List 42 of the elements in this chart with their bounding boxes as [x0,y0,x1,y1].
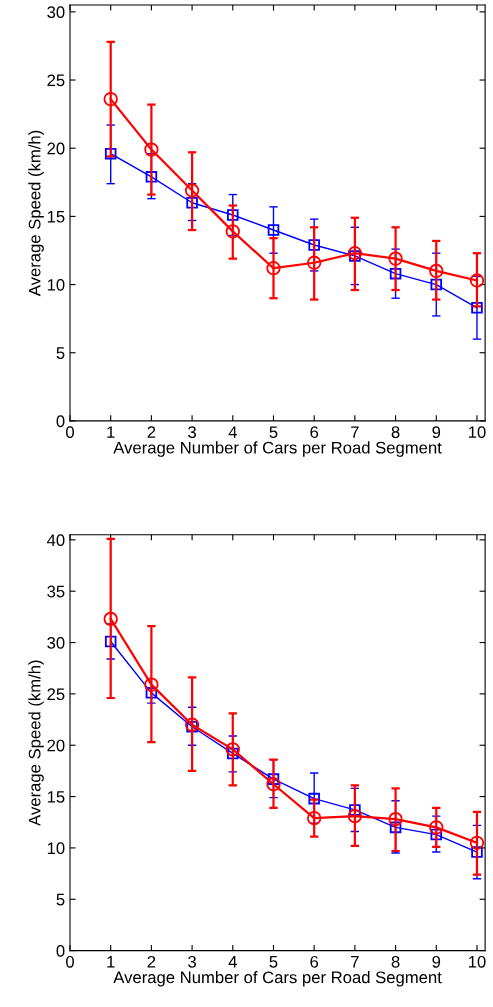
x-tick-label: 5 [269,426,278,439]
x-tick-label: 3 [188,955,196,968]
y-tick-label: 10 [47,278,65,291]
y-tick-label: 30 [47,636,65,649]
x-tick-label: 2 [147,426,156,438]
y-tick-label: 0 [56,945,65,957]
y-tick-label: 5 [56,347,65,359]
y-tick-label: 0 [56,415,65,428]
y-tick-label: 5 [56,893,65,906]
y-tick-label: 25 [47,74,65,87]
x-tick-label: 2 [147,955,156,968]
y-tick-label: 20 [47,142,65,155]
x-axis-title: Average Number of Cars per Road Segment [113,441,442,457]
x-tick-label: 4 [228,956,237,968]
y-axis-title: Average Speed (km/h) [28,130,44,297]
x-tick-label: 8 [391,955,400,968]
x-tick-label: 1 [107,426,115,438]
y-tick-label: 20 [47,739,65,752]
x-tick-label: 6 [310,955,319,968]
y-tick-label: 40 [46,534,65,547]
y-tick-label: 15 [47,791,65,803]
y-tick-label: 15 [47,210,65,223]
x-tick-label: 3 [188,426,196,439]
x-tick-label: 4 [228,426,237,438]
y-tick-label: 10 [47,842,65,855]
x-tick-label: 5 [269,956,278,968]
x-tick-label: 0 [66,955,74,968]
y-tick-label: 35 [47,585,65,598]
x-tick-label: 6 [310,426,319,439]
y-tick-label: 30 [47,6,65,19]
x-tick-label: 0 [66,426,74,439]
x-tick-label: 9 [432,955,441,968]
x-tick-label: 1 [107,956,115,968]
x-tick-label: 7 [351,426,359,438]
x-tick-label: 7 [351,956,359,968]
y-tick-label: 25 [47,688,65,701]
x-tick-label: 9 [432,426,441,439]
x-axis-title: Average Number of Cars per Road Segment [113,971,442,987]
x-tick-label: 10 [468,426,486,439]
y-axis-title: Average Speed (km/h) [28,660,44,826]
x-tick-label: 8 [391,426,400,439]
x-tick-label: 10 [468,955,486,968]
